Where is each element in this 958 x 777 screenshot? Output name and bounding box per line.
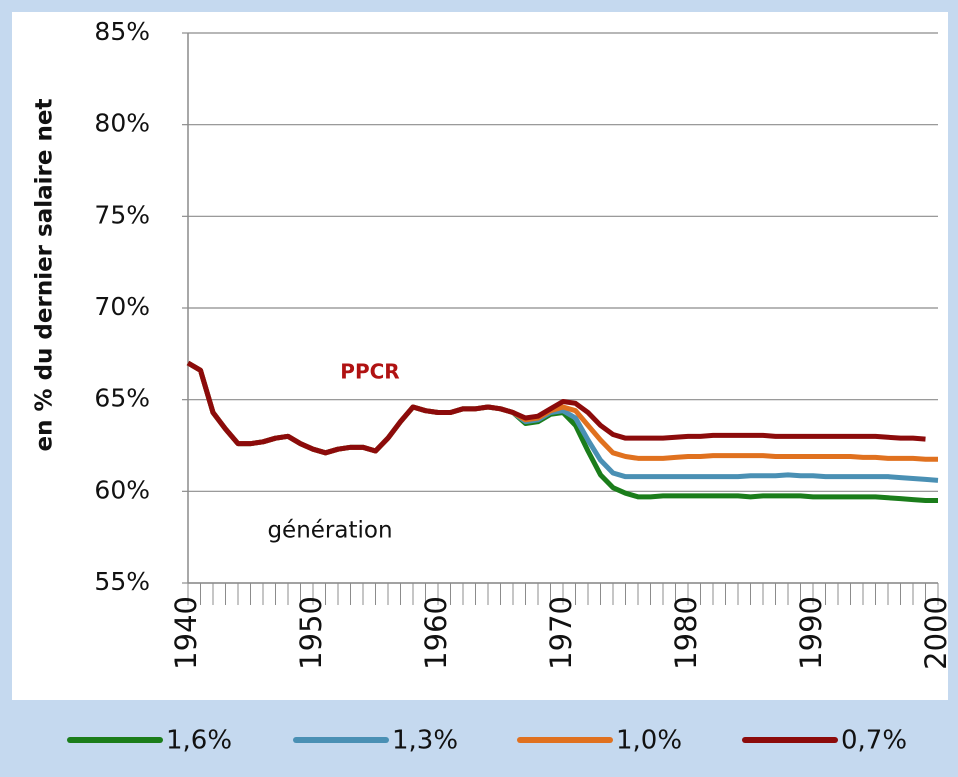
chart-area (12, 12, 948, 700)
x-tick-label: 1940 (169, 596, 203, 670)
y-axis-title: en % du dernier salaire net (32, 99, 58, 452)
x-tick-label: 1960 (419, 596, 453, 670)
y-tick-label: 60% (94, 475, 150, 504)
x-tick-label: 1950 (294, 596, 328, 670)
x-tick-label: 2000 (919, 596, 953, 670)
x-tick-label: 1970 (544, 596, 578, 670)
legend-label: 1,0% (616, 726, 682, 756)
legend-label: 1,3% (392, 726, 458, 756)
legend-label: 1,6% (166, 726, 232, 756)
legend-label: 0,7% (841, 726, 907, 756)
y-tick-label: 65% (94, 384, 150, 413)
y-tick-label: 75% (94, 200, 150, 229)
y-tick-label: 70% (94, 292, 150, 321)
x-tick-label: 1980 (669, 596, 703, 670)
annotation: PPCR (340, 360, 399, 384)
series-line (186, 360, 926, 456)
x-tick-label: 1990 (794, 596, 828, 670)
y-tick-label: 85% (94, 17, 150, 46)
y-tick-label: 80% (94, 109, 150, 138)
annotation: génération (267, 518, 392, 544)
y-tick-label: 55% (94, 567, 150, 596)
